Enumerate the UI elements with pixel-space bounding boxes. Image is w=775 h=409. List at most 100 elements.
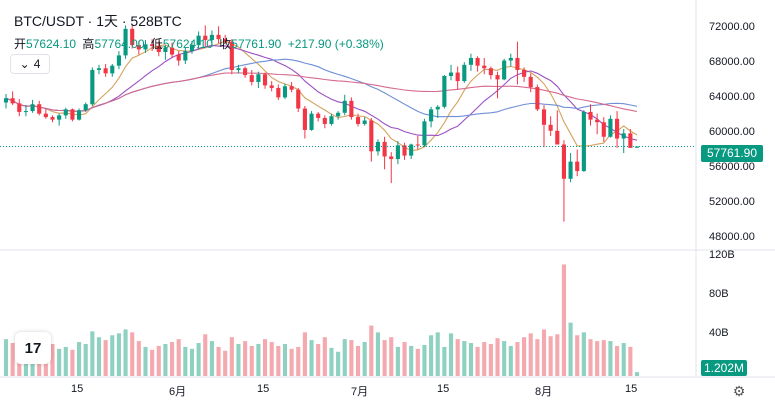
indicators-count: 4 (33, 57, 41, 71)
candle-body (575, 161, 580, 172)
volume-bar (150, 349, 155, 376)
low-label: 低 (150, 37, 163, 51)
candle-body (455, 72, 460, 82)
tradingview-logo[interactable]: 17 (15, 332, 51, 364)
candle-body (435, 106, 440, 110)
volume-bar (176, 339, 181, 376)
volume-bar (110, 335, 115, 376)
candle-body (535, 87, 540, 110)
candle-body (495, 75, 500, 80)
candle-body (395, 145, 400, 160)
candle-body (103, 68, 108, 74)
volume-bar (608, 341, 613, 376)
volume-bar (462, 341, 467, 376)
candle-body (468, 57, 474, 65)
candle-body (256, 74, 261, 82)
volume-bar (601, 340, 606, 376)
volume-bar (296, 346, 301, 376)
time-tick: 15 (71, 383, 84, 395)
candle-body (296, 89, 301, 109)
volume-bar (369, 325, 374, 376)
candle-body (17, 103, 22, 112)
volume-bar (236, 343, 241, 376)
candle-body (276, 87, 281, 98)
volume-bar (528, 333, 533, 376)
candle-body (362, 120, 367, 124)
candle-body (229, 41, 234, 70)
volume-tick: 80B (709, 288, 729, 300)
volume-bar (581, 332, 586, 376)
volume-bar (83, 343, 88, 376)
candle-body (502, 60, 507, 80)
candle-body (541, 109, 547, 125)
candle-body (3, 98, 9, 103)
candle-body (43, 113, 48, 118)
volume-bar (495, 338, 500, 376)
candle-body (156, 45, 161, 52)
volume-bar (63, 346, 68, 376)
volume-bar (123, 329, 128, 376)
volume-bar (243, 341, 248, 376)
volume-bar (475, 346, 480, 376)
volume-bar (402, 342, 407, 376)
symbol-title[interactable]: BTC/USDT · 1天 · 528BTC (14, 13, 182, 29)
candle-body (329, 116, 334, 124)
volume-bar (375, 332, 381, 376)
ma-mid-line (5, 44, 638, 141)
candle-body (336, 112, 341, 117)
volume-bar (96, 337, 102, 376)
candle-body (116, 55, 121, 66)
candle-body (422, 121, 427, 146)
time-tick: 15 (257, 383, 270, 395)
candle-body (223, 39, 228, 42)
high-value: 57764.00 (94, 37, 145, 51)
candle-body (90, 69, 95, 105)
candle-body (143, 44, 148, 50)
time-tick: 15 (625, 383, 638, 395)
volume-bar (482, 342, 487, 376)
volume-bar (342, 339, 347, 376)
candle-body (123, 28, 128, 56)
candle-body (322, 117, 327, 124)
volume-bar (309, 340, 314, 376)
candle-body (269, 85, 274, 88)
candle-body (243, 68, 248, 76)
candle-body (150, 44, 155, 46)
candle-body (262, 74, 268, 86)
volume-bar (10, 343, 15, 376)
volume-bar (302, 332, 307, 376)
indicators-toggle-button[interactable]: ⌄ 4 (10, 54, 50, 74)
volume-bar (70, 349, 75, 376)
candle-body (289, 86, 294, 90)
candle-body (169, 47, 175, 55)
volume-bar (169, 342, 175, 376)
open-value: 57624.10 (26, 37, 77, 51)
ohlc-readout: 开57624.10 高57764.00 低57624.10 收57761.90 … (14, 35, 384, 52)
volume-bar (634, 372, 640, 376)
gear-icon[interactable]: ⚙ (732, 383, 746, 399)
candle-body (448, 72, 454, 76)
volume-bar (588, 339, 593, 376)
volume-bar (203, 334, 208, 376)
candle-body (568, 161, 573, 179)
time-tick: 15 (437, 383, 450, 395)
low-value: 57624.10 (162, 37, 213, 51)
price-tick: 72000.00 (709, 21, 755, 33)
candle-body (555, 130, 560, 145)
volume-bar (455, 339, 460, 376)
candle-body (488, 68, 493, 76)
candle-body (601, 122, 606, 137)
candle-body (77, 110, 82, 120)
candle-body (508, 57, 513, 61)
volume-bar (548, 336, 553, 376)
volume-bar (575, 335, 580, 376)
volume-bar (50, 343, 55, 376)
candle-body (209, 34, 214, 40)
volume-tick: 40B (709, 327, 729, 339)
volume-bar (355, 345, 361, 376)
volume-bar (488, 343, 493, 376)
candle-body (163, 47, 168, 52)
volume-bar (628, 346, 633, 376)
volume-bar (116, 333, 121, 376)
